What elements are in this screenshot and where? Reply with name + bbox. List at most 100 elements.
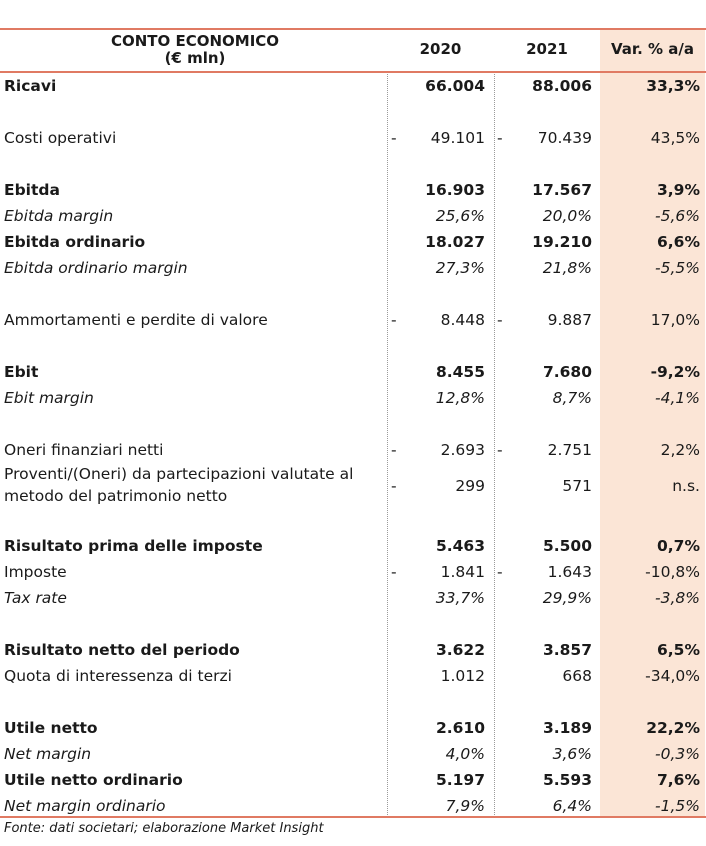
- table-row-ebitda-margin: Ebitda margin 25,6% 20,0% -5,6%: [0, 204, 706, 228]
- value-2020: 2.610: [435, 719, 485, 737]
- table-row-ammortamenti: Ammortamenti e perdite di valore - 8.448…: [0, 308, 706, 332]
- row-label: Imposte: [4, 563, 67, 581]
- table-row-net-margin: Net margin 4,0% 3,6% -0,3%: [0, 742, 706, 766]
- value-2020: 12,8%: [435, 389, 485, 407]
- table-row-quota-terzi: Quota di interessenza di terzi 1.012 668…: [0, 664, 706, 688]
- row-label: Ricavi: [4, 77, 57, 95]
- header-bottom-border: [0, 71, 706, 73]
- neg-marker-2020: -: [391, 311, 397, 329]
- row-label: Ebitda margin: [4, 207, 114, 225]
- neg-marker-2021: -: [497, 311, 503, 329]
- row-label: Oneri finanziari netti: [4, 441, 164, 459]
- table-row-ebitda-ordinario: Ebitda ordinario 18.027 19.210 6,6%: [0, 230, 706, 254]
- value-2021: 668: [562, 667, 592, 685]
- row-label: Ebit margin: [4, 389, 94, 407]
- table-bottom-border: [0, 816, 706, 818]
- table-top-border: [0, 28, 706, 30]
- neg-marker-2021: -: [497, 441, 503, 459]
- table-row-ebitda: Ebitda 16.903 17.567 3,9%: [0, 178, 706, 202]
- value-2020: 49.101: [430, 129, 485, 147]
- row-label: Net margin: [4, 745, 92, 763]
- table-row-imposte: Imposte - 1.841 - 1.643 -10,8%: [0, 560, 706, 584]
- value-2021: 21,8%: [542, 259, 592, 277]
- row-label: Ebitda ordinario: [4, 233, 146, 251]
- row-label: Tax rate: [4, 589, 67, 607]
- value-var: -0,3%: [655, 745, 700, 763]
- row-label: Proventi/(Oneri) da partecipazioni valut…: [4, 465, 354, 505]
- value-2021: 6,4%: [552, 797, 592, 815]
- value-var: -5,6%: [655, 207, 700, 225]
- row-label: Costi operativi: [4, 129, 117, 147]
- value-var: -9,2%: [650, 363, 700, 381]
- value-2021: 20,0%: [542, 207, 592, 225]
- value-var: 22,2%: [646, 719, 700, 737]
- value-2020: 66.004: [425, 77, 485, 95]
- value-2020: 8.448: [440, 311, 485, 329]
- table-row-net-margin-ordinario: Net margin ordinario 7,9% 6,4% -1,5%: [0, 794, 706, 818]
- value-var: 6,6%: [657, 233, 700, 251]
- value-var: 33,3%: [646, 77, 700, 95]
- neg-marker-2020: -: [391, 129, 397, 147]
- table-row-ebitda-ordinario-margin: Ebitda ordinario margin 27,3% 21,8% -5,5…: [0, 256, 706, 280]
- table-row-utile-netto-ordinario: Utile netto ordinario 5.197 5.593 7,6%: [0, 768, 706, 792]
- value-var: -3,8%: [655, 589, 700, 607]
- value-2020: 1.012: [440, 667, 485, 685]
- value-2020: 7,9%: [445, 797, 485, 815]
- value-var: n.s.: [672, 477, 700, 495]
- value-2020: 299: [455, 477, 485, 495]
- neg-marker-2020: -: [391, 441, 397, 459]
- table-row-risultato-netto-periodo: Risultato netto del periodo 3.622 3.857 …: [0, 638, 706, 662]
- row-label: Ebitda ordinario margin: [4, 259, 188, 277]
- value-2020: 33,7%: [435, 589, 485, 607]
- value-var: 43,5%: [650, 129, 700, 147]
- row-label: Utile netto: [4, 719, 98, 737]
- column-header-2021: 2021: [526, 40, 568, 58]
- value-2021: 2.751: [547, 441, 592, 459]
- value-2020: 1.841: [440, 563, 485, 581]
- table-row-ebit-margin: Ebit margin 12,8% 8,7% -4,1%: [0, 386, 706, 410]
- value-2020: 18.027: [425, 233, 485, 251]
- table-row-costi-operativi: Costi operativi - 49.101 - 70.439 43,5%: [0, 126, 706, 150]
- value-2021: 5.500: [542, 537, 592, 555]
- value-var: -34,0%: [645, 667, 700, 685]
- value-2021: 8,7%: [552, 389, 592, 407]
- value-var: 0,7%: [657, 537, 700, 555]
- value-2020: 5.197: [435, 771, 485, 789]
- value-2020: 5.463: [435, 537, 485, 555]
- value-2021: 29,9%: [542, 589, 592, 607]
- table-title-line2: (€ mln): [164, 49, 226, 67]
- value-2021: 88.006: [532, 77, 592, 95]
- neg-marker-2020: -: [391, 477, 397, 495]
- table-row-tax-rate: Tax rate 33,7% 29,9% -3,8%: [0, 586, 706, 610]
- table-row-proventi-partecipazioni: Proventi/(Oneri) da partecipazioni valut…: [0, 462, 706, 510]
- value-var: 6,5%: [657, 641, 700, 659]
- value-2021: 7.680: [542, 363, 592, 381]
- value-2020: 2.693: [440, 441, 485, 459]
- neg-marker-2021: -: [497, 129, 503, 147]
- row-label: Ammortamenti e perdite di valore: [4, 311, 268, 329]
- neg-marker-2021: -: [497, 563, 503, 581]
- neg-marker-2020: -: [391, 563, 397, 581]
- value-var: -4,1%: [655, 389, 700, 407]
- value-var: -1,5%: [655, 797, 700, 815]
- value-2021: 3.857: [542, 641, 592, 659]
- table-row-risultato-ante-imposte: Risultato prima delle imposte 5.463 5.50…: [0, 534, 706, 558]
- value-var: -5,5%: [655, 259, 700, 277]
- value-2021: 3,6%: [552, 745, 592, 763]
- row-label: Risultato prima delle imposte: [4, 537, 263, 555]
- value-2021: 1.643: [547, 563, 592, 581]
- table-row-ricavi: Ricavi 66.004 88.006 33,3%: [0, 74, 706, 98]
- table-row-ebit: Ebit 8.455 7.680 -9,2%: [0, 360, 706, 384]
- source-footnote: Fonte: dati societari; elaborazione Mark…: [4, 821, 324, 836]
- value-var: 17,0%: [650, 311, 700, 329]
- row-label: Ebitda: [4, 181, 60, 199]
- value-2020: 4,0%: [445, 745, 485, 763]
- table-row-oneri-finanziari: Oneri finanziari netti - 2.693 - 2.751 2…: [0, 438, 706, 462]
- value-2021: 19.210: [532, 233, 592, 251]
- value-var: 2,2%: [660, 441, 700, 459]
- row-label: Ebit: [4, 363, 39, 381]
- row-label: Risultato netto del periodo: [4, 641, 240, 659]
- value-2021: 5.593: [542, 771, 592, 789]
- table-row-utile-netto: Utile netto 2.610 3.189 22,2%: [0, 716, 706, 740]
